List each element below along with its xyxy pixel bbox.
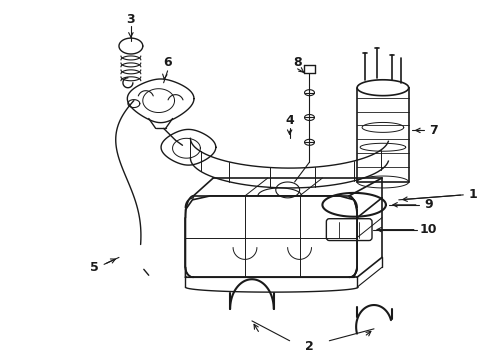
Text: 6: 6 <box>163 57 172 69</box>
Text: 5: 5 <box>90 261 99 274</box>
Text: 3: 3 <box>126 13 135 26</box>
Text: 8: 8 <box>293 57 301 69</box>
Text: 9: 9 <box>424 198 432 211</box>
Text: 10: 10 <box>419 223 436 236</box>
Text: 7: 7 <box>428 124 437 137</box>
Text: 1: 1 <box>468 188 477 201</box>
Text: 2: 2 <box>305 340 313 353</box>
Text: 4: 4 <box>285 114 293 127</box>
